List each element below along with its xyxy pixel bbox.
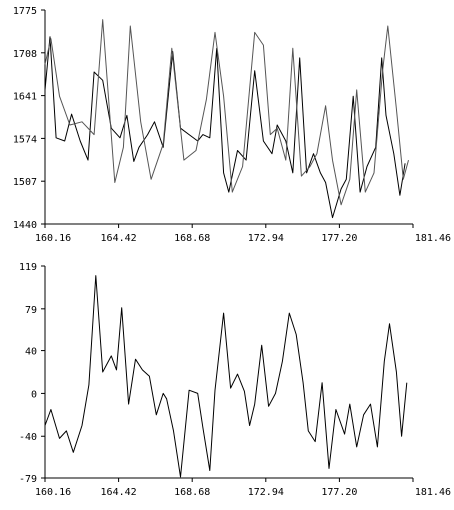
top-chart-series xyxy=(44,19,409,219)
bottom-chart-y-tick-label: 119 xyxy=(19,262,37,273)
bottom-chart-x-tick-label: 168.68 xyxy=(174,487,210,498)
bottom-chart-x-tick-label: 172.94 xyxy=(248,487,284,498)
bottom-chart-axes xyxy=(41,265,414,482)
bottom-chart-series-line-1 xyxy=(44,275,408,478)
top-chart-y-tick-label: 1507 xyxy=(13,177,37,188)
bottom-chart-y-tick-label: 79 xyxy=(25,305,37,316)
top-chart-y-tick-label: 1440 xyxy=(13,220,37,231)
bottom-chart-y-tick-label: 0 xyxy=(31,389,37,400)
bottom-chart-x-tick-label: 177.20 xyxy=(321,487,357,498)
bottom-chart-x-tick-labels: 160.16 164.42 168.68 172.94 177.20 181.46 xyxy=(35,487,451,498)
top-chart-y-tick-label: 1708 xyxy=(13,49,37,60)
top-chart-x-tick-labels: 160.16 164.42 168.68 172.94 177.20 181.46 xyxy=(35,233,451,244)
top-chart-y-tick-label: 1775 xyxy=(13,6,37,17)
top-chart-y-tick-label: 1574 xyxy=(13,134,37,145)
bottom-chart-y-tick-label: 40 xyxy=(25,347,37,358)
bottom-chart: 160.16 164.42 168.68 172.94 177.20 181.46 -79… xyxy=(19,262,451,498)
top-chart-x-tick-label: 181.46 xyxy=(415,233,451,244)
top-chart-y-tick-label: 1641 xyxy=(13,92,37,103)
bottom-chart-x-tick-label: 181.46 xyxy=(415,487,451,498)
top-chart-series-line-1 xyxy=(44,36,406,219)
bottom-chart-x-tick-label: 164.42 xyxy=(101,487,137,498)
top-chart-x-tick-label: 168.68 xyxy=(174,233,210,244)
bottom-chart-x-tick-label: 160.16 xyxy=(35,487,71,498)
top-chart-axes xyxy=(41,9,414,228)
top-chart-x-tick-label: 177.20 xyxy=(321,233,357,244)
top-chart: 160.16 164.42 168.68 172.94 177.20 181.46 144… xyxy=(13,6,451,244)
top-chart-x-tick-label: 172.94 xyxy=(248,233,284,244)
bottom-chart-y-tick-label: -79 xyxy=(19,474,37,485)
bottom-chart-y-tick-labels: -79 -40 0 40 79 119 xyxy=(19,262,37,485)
top-chart-y-tick-labels: 1440 1507 1574 1641 1708 1775 xyxy=(13,6,37,231)
top-chart-x-tick-label: 164.42 xyxy=(101,233,137,244)
bottom-chart-series xyxy=(44,275,408,478)
bottom-chart-y-tick-label: -40 xyxy=(19,432,37,443)
top-chart-x-tick-label: 160.16 xyxy=(35,233,71,244)
top-chart-series-line-2 xyxy=(44,19,409,206)
